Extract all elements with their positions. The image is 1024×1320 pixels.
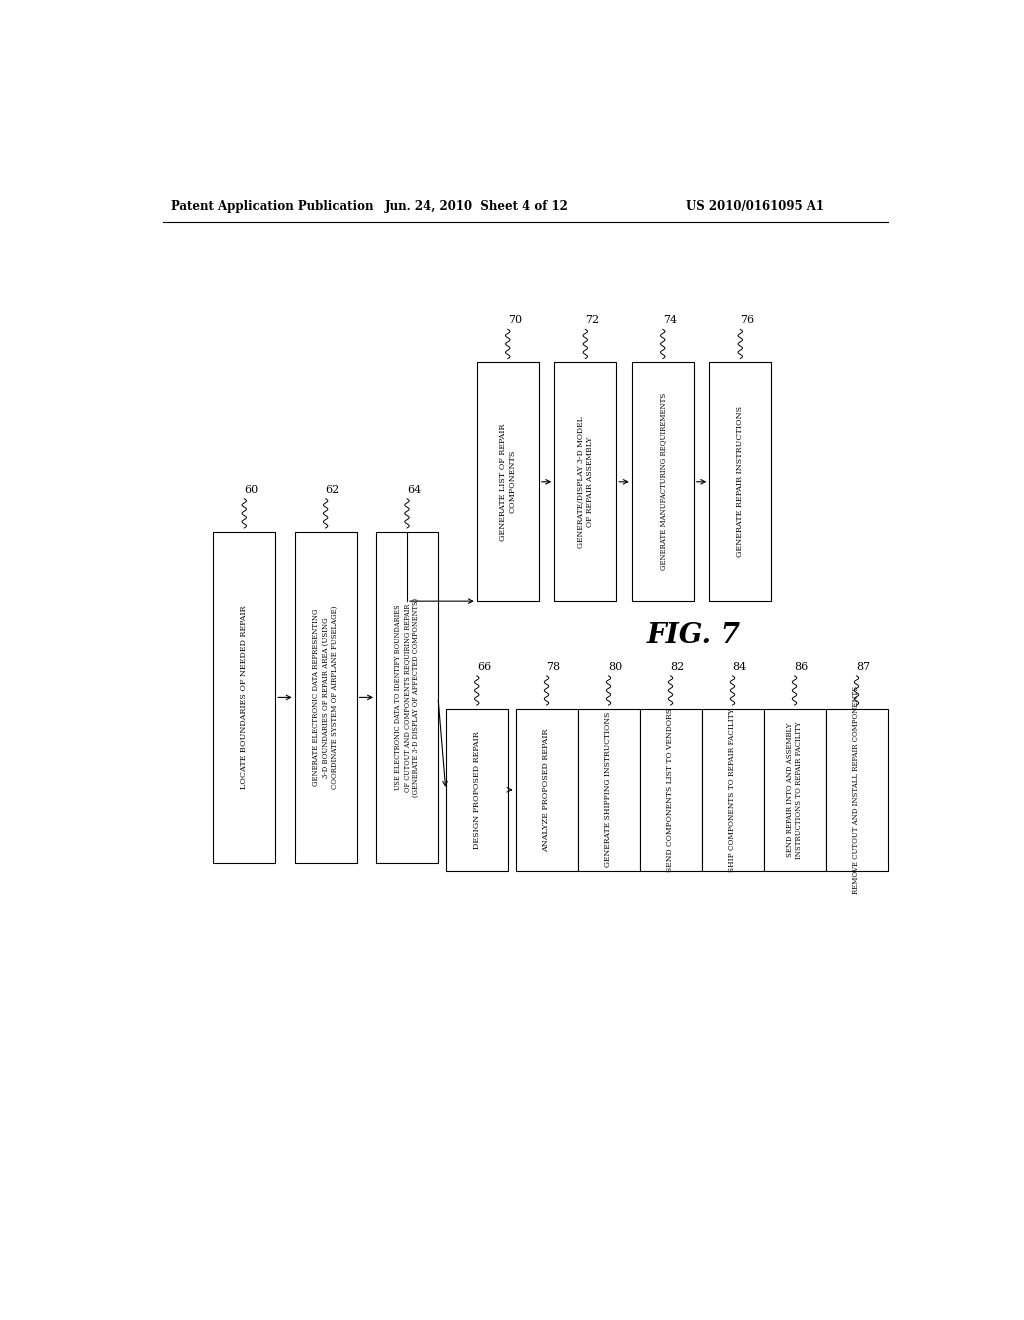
Bar	[701, 709, 764, 871]
Bar	[578, 709, 640, 871]
Text: GENERATE SHIPPING INSTRUCTIONS: GENERATE SHIPPING INSTRUCTIONS	[604, 713, 612, 867]
Bar	[213, 532, 275, 863]
Text: 66: 66	[477, 661, 490, 672]
Text: 82: 82	[671, 661, 685, 672]
Bar	[376, 532, 438, 863]
Bar	[640, 709, 701, 871]
Text: 84: 84	[732, 661, 746, 672]
Bar	[295, 532, 356, 863]
Text: 70: 70	[508, 315, 522, 325]
Text: REMOVE CUTOUT AND INSTALL REPAIR COMPONENTS: REMOVE CUTOUT AND INSTALL REPAIR COMPONE…	[853, 685, 860, 894]
Text: 72: 72	[586, 315, 599, 325]
Text: 60: 60	[245, 484, 258, 495]
Text: 86: 86	[795, 661, 809, 672]
Bar	[764, 709, 825, 871]
Text: Jun. 24, 2010  Sheet 4 of 12: Jun. 24, 2010 Sheet 4 of 12	[385, 199, 568, 213]
Text: LOCATE BOUNDARIES OF NEEDED REPAIR: LOCATE BOUNDARIES OF NEEDED REPAIR	[241, 606, 248, 789]
Text: 62: 62	[326, 484, 340, 495]
Text: 78: 78	[547, 661, 560, 672]
Bar	[515, 709, 578, 871]
Text: GENERATE LIST OF REPAIR
COMPONENTS: GENERATE LIST OF REPAIR COMPONENTS	[499, 422, 516, 541]
Text: US 2010/0161095 A1: US 2010/0161095 A1	[686, 199, 824, 213]
Text: GENERATE MANUFACTURING REQUIREMENTS: GENERATE MANUFACTURING REQUIREMENTS	[658, 393, 667, 570]
Text: USE ELECTRONIC DATA TO IDENTIFY BOUNDARIES
OF CUTOUT AND COMPONENTS REQUIRING RE: USE ELECTRONIC DATA TO IDENTIFY BOUNDARI…	[394, 598, 420, 797]
Text: SEND REPAIR INTO AND ASSEMBLY
INSTRUCTIONS TO REPAIR FACILITY: SEND REPAIR INTO AND ASSEMBLY INSTRUCTIO…	[785, 721, 803, 858]
Bar	[445, 709, 508, 871]
Text: SHIP COMPONENTS TO REPAIR FACILITY: SHIP COMPONENTS TO REPAIR FACILITY	[728, 708, 736, 871]
Text: 87: 87	[856, 661, 870, 672]
Bar	[710, 363, 771, 601]
Text: SEND COMPONENTS LIST TO VENDORS: SEND COMPONENTS LIST TO VENDORS	[667, 708, 675, 871]
Text: ANALYZE PROPOSED REPAIR: ANALYZE PROPOSED REPAIR	[543, 729, 551, 851]
Text: 74: 74	[663, 315, 677, 325]
Text: GENERATE REPAIR INSTRUCTIONS: GENERATE REPAIR INSTRUCTIONS	[736, 407, 744, 557]
Text: 76: 76	[740, 315, 755, 325]
Text: Patent Application Publication: Patent Application Publication	[171, 199, 373, 213]
Text: 64: 64	[407, 484, 421, 495]
Text: GENERATE ELECTRONIC DATA REPRESENTING
3-D BOUNDARIES OF REPAIR AREA (USING
COORD: GENERATE ELECTRONIC DATA REPRESENTING 3-…	[312, 606, 339, 789]
Bar	[825, 709, 888, 871]
Text: DESIGN PROPOSED REPAIR: DESIGN PROPOSED REPAIR	[473, 731, 480, 849]
Text: GENERATE/DISPLAY 3-D MODEL
OF REPAIR ASSEMBLY: GENERATE/DISPLAY 3-D MODEL OF REPAIR ASS…	[577, 416, 594, 548]
Bar	[477, 363, 539, 601]
Bar	[554, 363, 616, 601]
Text: FIG. 7: FIG. 7	[647, 622, 740, 649]
Bar	[632, 363, 693, 601]
Text: 80: 80	[608, 661, 623, 672]
